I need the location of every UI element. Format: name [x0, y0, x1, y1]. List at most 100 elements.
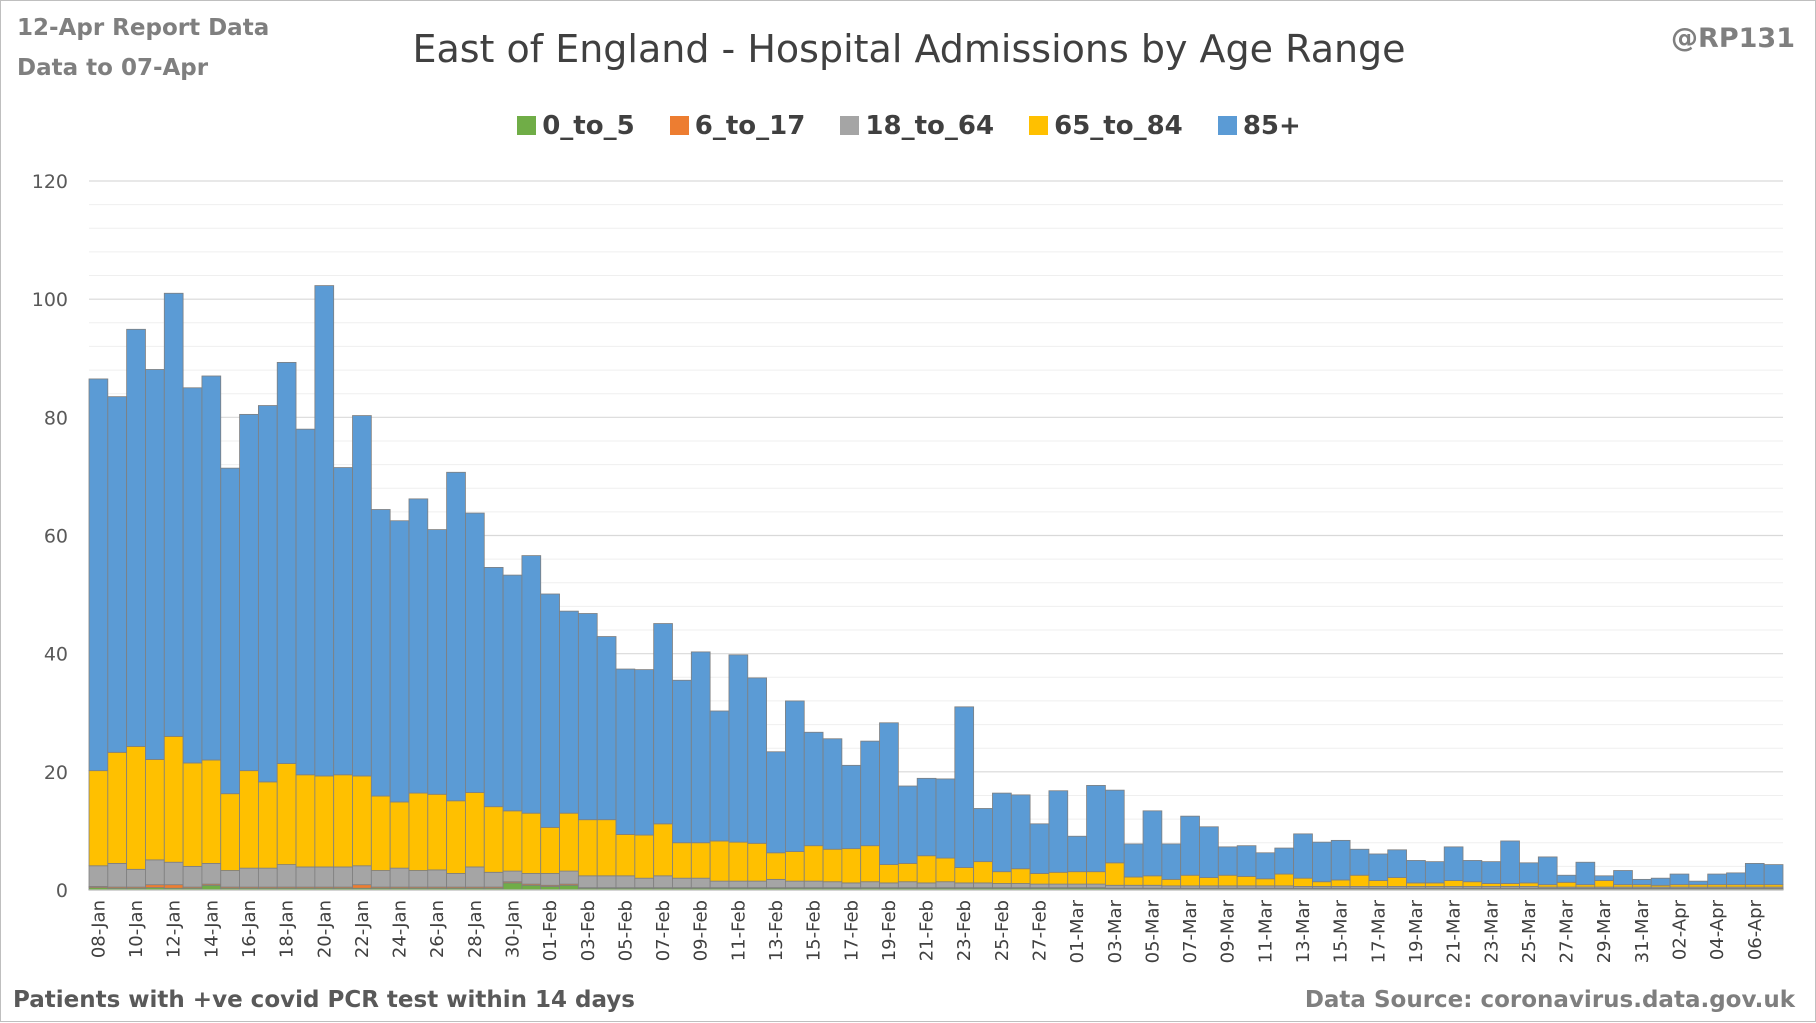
bar-segment — [935, 778, 956, 859]
x-tick-label: 31-Mar — [1632, 899, 1653, 963]
bar-segment — [1500, 883, 1520, 887]
bar-segment — [690, 877, 711, 889]
bar-segment — [973, 808, 993, 863]
bar-segment — [540, 826, 560, 874]
x-tick-label: 14-Jan — [201, 900, 222, 958]
bar-segment — [182, 762, 203, 867]
bar-segment — [860, 740, 880, 847]
bar-segment — [1029, 873, 1050, 885]
bar-segment — [88, 378, 109, 772]
legend-swatch-65-to-84 — [1029, 116, 1049, 135]
bar-segment — [935, 881, 956, 889]
bar-segment — [1726, 872, 1746, 886]
bar-segment — [370, 509, 391, 797]
bar-segment — [766, 878, 786, 889]
x-tick-label: 01-Mar — [1067, 899, 1088, 963]
bar-segment — [276, 864, 297, 888]
bar-segment — [1632, 878, 1652, 886]
bar-segment — [408, 498, 429, 794]
bar-segment — [1650, 877, 1671, 886]
bar-segment — [333, 866, 353, 888]
bar-segment — [1123, 884, 1144, 889]
bar-segment — [521, 884, 542, 891]
bar-segment — [1424, 882, 1445, 887]
bar-segment — [1744, 863, 1765, 886]
bar-segment — [1481, 883, 1502, 887]
footnote: Patients with +ve covid PCR test within … — [13, 987, 635, 1013]
bar-segment — [1086, 785, 1106, 873]
bar-segment — [1010, 883, 1031, 889]
bar-segment — [1406, 860, 1426, 884]
x-tick-label: 20-Jan — [314, 900, 335, 958]
bar-segment — [1293, 833, 1313, 879]
bar-segment — [446, 471, 466, 802]
bar-segment — [766, 751, 786, 854]
bar-segment — [220, 870, 240, 888]
bar-segment — [126, 328, 146, 747]
bar-segment — [502, 810, 523, 872]
bar-segment — [257, 405, 278, 783]
bar-segment — [596, 636, 617, 821]
x-tick-label: 11-Mar — [1255, 899, 1276, 963]
bar-segment — [1274, 847, 1295, 875]
bar-segment — [107, 863, 128, 888]
bar-segment — [1387, 849, 1407, 878]
legend-item-6-to-17: 6_to_17 — [669, 111, 805, 141]
bar-segment — [502, 574, 523, 812]
bar-segment — [465, 512, 485, 793]
x-tick-label: 11-Feb — [728, 900, 749, 961]
bar-segment — [1349, 874, 1370, 887]
bar-segment — [333, 774, 353, 868]
bar-segment — [897, 881, 918, 889]
bar-segment — [1312, 881, 1332, 887]
bar-segment — [577, 819, 598, 877]
x-tick-label: 13-Feb — [766, 900, 787, 961]
bar-segment — [1669, 873, 1690, 886]
bar-segment — [1067, 871, 1087, 885]
bar-segment — [465, 792, 485, 868]
bar-segment — [596, 875, 617, 889]
x-tick-label: 27-Feb — [1030, 900, 1051, 961]
bar-segment — [672, 679, 692, 844]
bar-segment — [145, 369, 165, 760]
bar-segment — [163, 735, 184, 863]
bar-segment — [1123, 876, 1144, 886]
bar-segment — [1217, 874, 1238, 887]
y-tick-label: 60 — [44, 526, 68, 548]
bar-segment — [88, 770, 109, 867]
bar-segment — [559, 884, 579, 891]
bar-segment — [690, 842, 711, 879]
bar-segment — [333, 467, 353, 776]
bar-segment — [314, 866, 335, 888]
bar-segment — [1368, 853, 1389, 881]
bar-segment — [1086, 883, 1106, 889]
bar-segment — [1707, 873, 1727, 886]
bar-segment — [841, 848, 862, 884]
bar-segment — [1462, 860, 1483, 883]
bar-segment — [295, 866, 316, 888]
y-tick-label: 0 — [56, 880, 68, 902]
bar-segment — [803, 845, 824, 882]
bar-segment — [182, 865, 203, 888]
x-tick-label: 09-Feb — [691, 900, 712, 961]
bar-segment — [502, 870, 523, 883]
x-tick-label: 04-Apr — [1707, 899, 1728, 960]
legend-label-0-to-5: 0_to_5 — [542, 111, 635, 141]
bar-segment — [295, 428, 316, 776]
x-tick-label: 18-Jan — [277, 900, 298, 958]
bar-segment — [1368, 880, 1389, 887]
bar-segment — [1481, 861, 1502, 884]
bar-segment — [201, 884, 222, 891]
bar-segment — [1161, 878, 1182, 887]
bar-segment — [107, 751, 128, 864]
bar-segment — [1556, 881, 1577, 888]
bar-segment — [1236, 876, 1257, 887]
bar-segment — [1048, 883, 1069, 889]
bar-segment — [427, 869, 448, 888]
bar-segment — [1236, 845, 1257, 877]
bar-segment — [653, 623, 673, 825]
x-tick-label: 25-Feb — [992, 900, 1013, 961]
bar-segment — [276, 763, 297, 865]
bar-segment — [1142, 810, 1163, 877]
